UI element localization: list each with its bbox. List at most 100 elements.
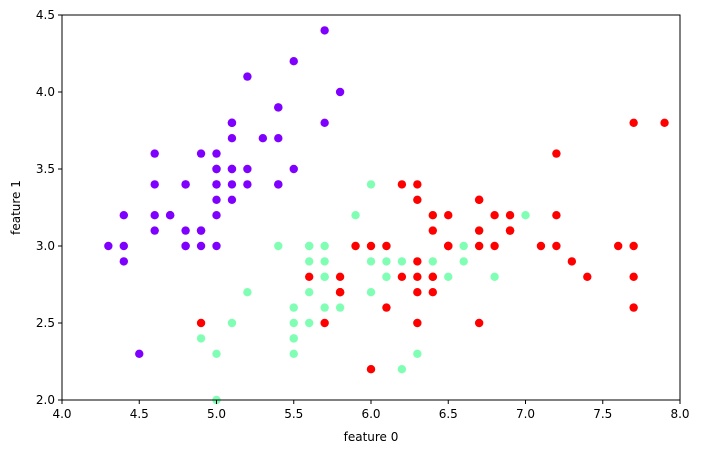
data-point-class-1	[289, 318, 298, 328]
data-point-class-1	[274, 241, 283, 251]
data-point-class-2	[320, 318, 329, 328]
y-axis-label: feature 1	[9, 180, 23, 235]
y-tick-label: 2.5	[36, 316, 55, 330]
data-point-class-0	[289, 57, 298, 66]
data-point-class-0	[196, 149, 206, 158]
x-tick-label: 5.0	[207, 407, 226, 421]
data-point-class-1	[320, 272, 329, 281]
x-axis: 4.0 4.5 5.0 5.5 6.0 6.5 7.0 7.5 8.0	[52, 400, 690, 421]
data-point-class-0	[181, 241, 190, 251]
data-point-class-1	[351, 211, 360, 220]
data-point-class-0	[119, 257, 128, 266]
data-point-class-0	[150, 180, 159, 189]
data-point-class-1	[382, 272, 391, 281]
data-point-class-2	[614, 241, 623, 251]
data-point-class-0	[258, 134, 268, 143]
data-point-class-2	[366, 241, 376, 251]
data-point-class-1	[335, 303, 345, 312]
data-point-class-2	[413, 195, 422, 204]
data-point-class-1	[305, 241, 314, 251]
data-point-class-1	[397, 257, 407, 266]
x-axis-label: feature 0	[344, 430, 399, 444]
data-point-class-0	[227, 118, 237, 128]
data-point-class-1	[243, 288, 252, 297]
data-point-class-1	[382, 257, 391, 266]
x-tick-label: 8.0	[670, 407, 689, 421]
data-point-class-1	[196, 334, 206, 343]
data-point-class-2	[629, 241, 638, 251]
data-point-class-1	[289, 349, 298, 358]
data-point-class-2	[397, 272, 407, 281]
data-point-class-2	[428, 272, 437, 281]
data-point-class-2	[567, 257, 577, 266]
data-point-class-2	[335, 272, 345, 281]
y-tick-label: 2.0	[36, 393, 55, 407]
x-tick-label: 4.0	[52, 407, 71, 421]
data-point-class-1	[320, 257, 329, 266]
data-point-class-0	[212, 241, 221, 251]
data-point-class-2	[660, 118, 669, 128]
data-point-class-2	[428, 211, 437, 220]
data-point-class-0	[274, 180, 283, 189]
data-point-class-2	[490, 211, 499, 220]
data-point-class-2	[413, 272, 422, 281]
x-tick-label: 4.5	[130, 407, 149, 421]
data-point-class-1	[289, 334, 298, 343]
data-point-class-0	[274, 103, 283, 112]
y-tick-label: 4.5	[36, 8, 55, 22]
data-point-class-2	[536, 241, 546, 251]
data-point-class-2	[444, 241, 453, 251]
data-point-class-0	[104, 241, 113, 251]
points-layer	[104, 26, 669, 405]
data-point-class-0	[320, 118, 329, 128]
data-point-class-2	[413, 288, 422, 297]
data-point-class-2	[413, 318, 422, 328]
x-tick-label: 7.5	[593, 407, 612, 421]
data-point-class-1	[428, 257, 437, 266]
data-point-class-0	[212, 211, 221, 220]
data-point-class-1	[305, 257, 314, 266]
data-point-class-1	[366, 180, 376, 189]
y-tick-label: 4.0	[36, 85, 55, 99]
data-point-class-2	[505, 211, 515, 220]
data-point-class-2	[552, 149, 561, 158]
data-point-class-2	[428, 226, 437, 235]
data-point-class-2	[366, 365, 376, 374]
data-point-class-0	[227, 180, 237, 189]
data-point-class-0	[165, 211, 175, 220]
data-point-class-2	[382, 303, 391, 312]
data-point-class-0	[243, 180, 252, 189]
data-point-class-0	[135, 349, 144, 358]
data-point-class-1	[212, 349, 221, 358]
data-point-class-2	[474, 318, 484, 328]
data-point-class-2	[413, 180, 422, 189]
data-point-class-0	[150, 149, 159, 158]
data-point-class-0	[320, 26, 329, 35]
data-point-class-2	[474, 226, 484, 235]
data-point-class-1	[366, 288, 376, 297]
data-point-class-0	[227, 195, 237, 204]
data-point-class-0	[196, 226, 206, 235]
x-tick-label: 7.0	[516, 407, 535, 421]
data-point-class-1	[289, 303, 298, 312]
data-point-class-2	[629, 272, 638, 281]
data-point-class-0	[150, 226, 159, 235]
data-point-class-0	[150, 211, 159, 220]
data-point-class-0	[212, 195, 221, 204]
data-point-class-0	[227, 134, 237, 143]
data-point-class-2	[444, 211, 453, 220]
data-point-class-0	[212, 180, 221, 189]
data-point-class-2	[583, 272, 592, 281]
data-point-class-1	[320, 241, 329, 251]
data-point-class-1	[366, 257, 376, 266]
data-point-class-0	[243, 164, 252, 174]
plot-area-frame	[61, 14, 681, 401]
data-point-class-1	[397, 365, 407, 374]
x-tick-label: 6.5	[439, 407, 458, 421]
data-point-class-1	[305, 288, 314, 297]
data-point-class-0	[289, 164, 298, 174]
data-point-class-2	[196, 318, 206, 328]
data-point-class-2	[382, 241, 391, 251]
